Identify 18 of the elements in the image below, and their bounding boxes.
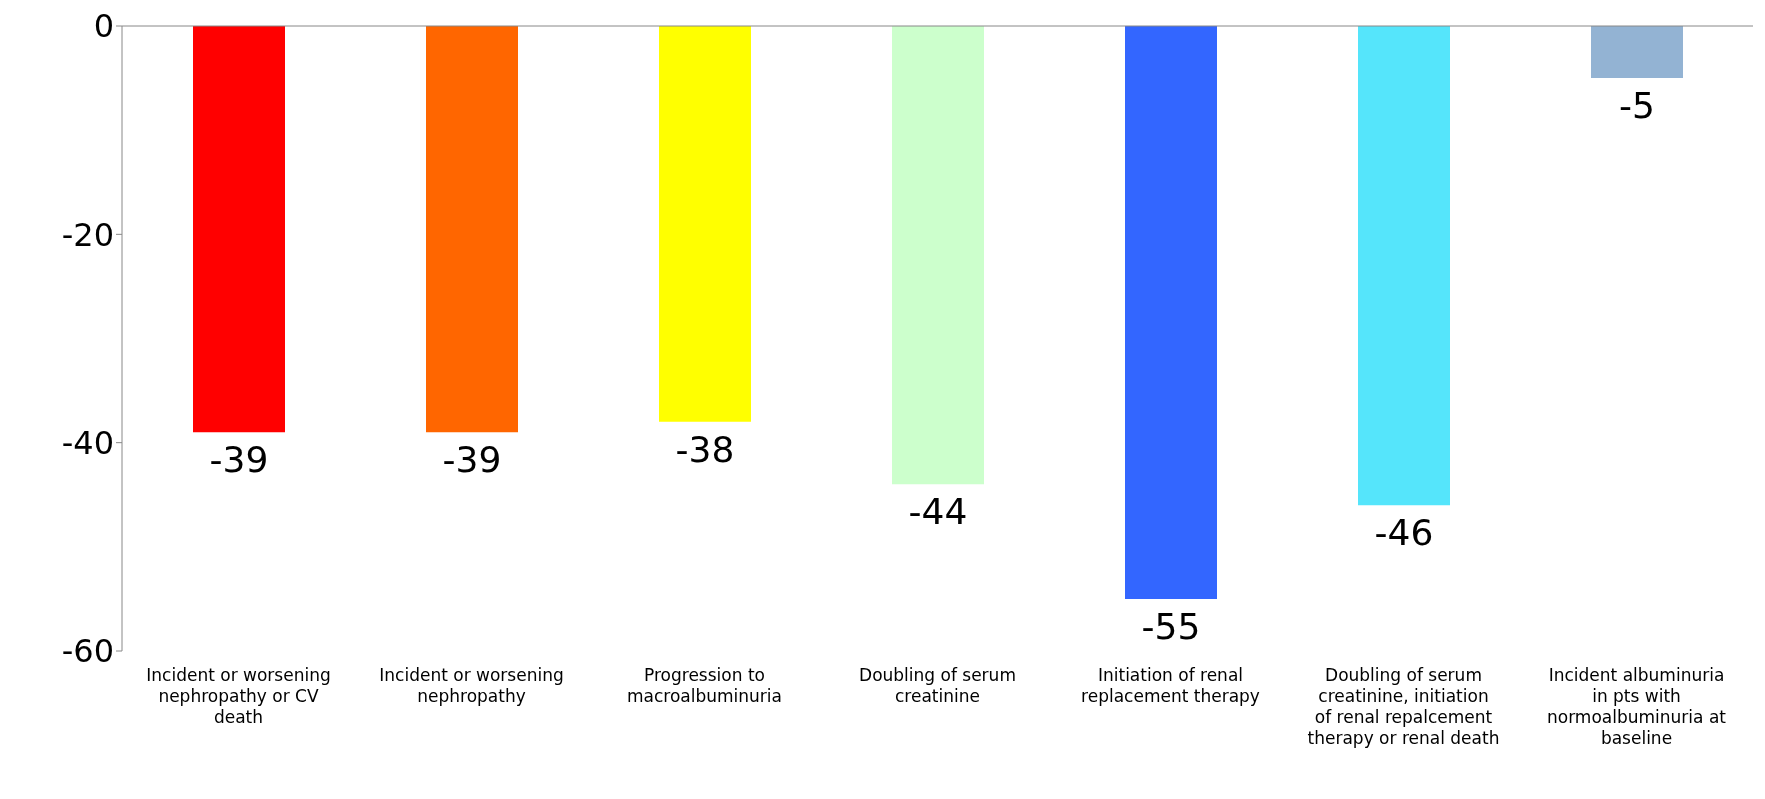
- data-label: -55: [1141, 605, 1201, 647]
- data-label: -46: [1374, 512, 1434, 554]
- y-tick-label: -60: [61, 632, 114, 671]
- data-label: -39: [442, 439, 502, 481]
- y-tick-label: -20: [61, 215, 114, 254]
- x-tick-label: Incident albuminuria in pts with normoalbuminuria at baseline: [1547, 665, 1727, 748]
- data-label: -39: [209, 439, 269, 481]
- x-tick-label: Doubling of serum creatinine: [859, 665, 1016, 706]
- x-tick-label: Doubling of serum creatinine, initiation of renal repalcement therapy or renal death: [1307, 665, 1500, 748]
- x-tick-label: Incident or worsening nephropathy: [379, 665, 564, 706]
- y-tick-label: 0: [93, 7, 114, 46]
- data-label: -44: [908, 491, 968, 533]
- x-tick-label: Incident or worsening nephropathy or CV death: [146, 665, 331, 727]
- y-tick-label: -40: [61, 424, 114, 463]
- x-tick-label: Progression to macroalbuminuria: [626, 665, 783, 706]
- x-tick-label: Initiation of renal replacement therapy: [1081, 665, 1260, 706]
- data-label: -5: [1619, 85, 1655, 127]
- data-label: -38: [675, 428, 735, 470]
